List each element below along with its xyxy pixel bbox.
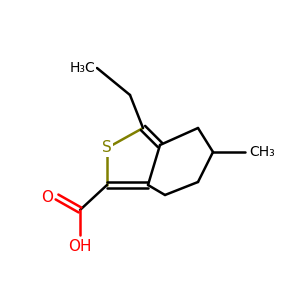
Text: H₃C: H₃C [69, 61, 95, 75]
Text: S: S [102, 140, 112, 155]
Text: OH: OH [68, 239, 92, 254]
Text: CH₃: CH₃ [249, 145, 275, 159]
Text: O: O [41, 190, 53, 205]
